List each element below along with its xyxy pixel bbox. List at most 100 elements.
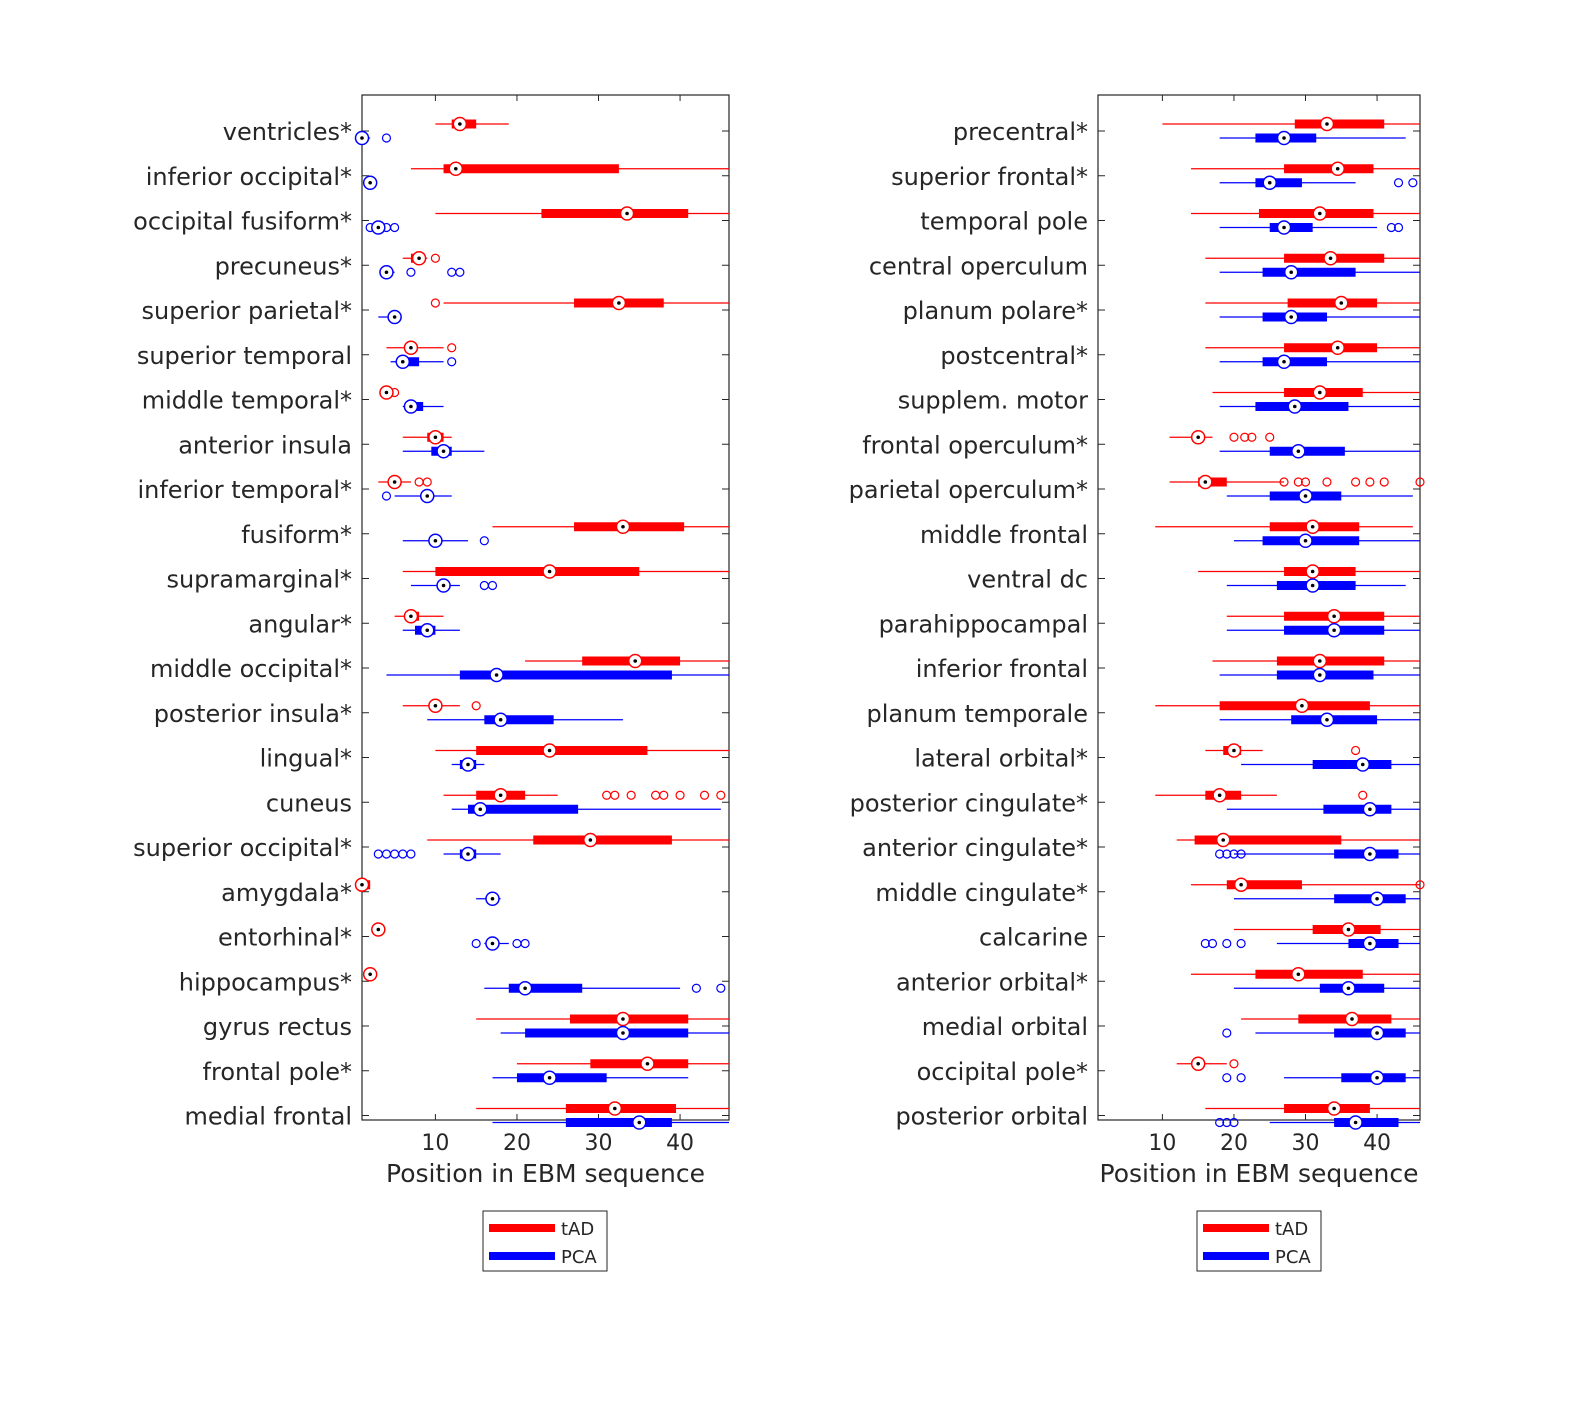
tad-iqr-box [590,1059,689,1069]
region-label: superior parietal* [142,297,352,325]
pca-median-dot [1282,225,1286,230]
legend-label-pca: PCA [561,1247,597,1268]
region-label: temporal pole [920,208,1088,236]
tad-median-dot [376,927,381,932]
pca-iqr-box [484,715,554,725]
tad-median-dot [1296,972,1301,977]
tad-median-dot [384,390,389,395]
pca-median-dot [547,1075,552,1080]
tad-median-dot [588,838,593,842]
pca-outlier [1393,222,1404,233]
tad-median-dot [1300,703,1304,708]
region-label: inferior frontal [916,655,1088,683]
pca-outlier [512,938,522,949]
tad-outlier [1279,477,1289,487]
tad-median-dot [617,301,621,305]
region-label: superior frontal* [891,163,1088,191]
pca-outlier [447,267,457,277]
tad-outlier [1229,432,1239,442]
pca-median-dot [1303,494,1308,498]
region-label: posterior insula* [154,700,352,728]
tad-median-dot [1346,927,1351,932]
x-axis-label: Position in EBM sequence [1100,1159,1419,1188]
region-label: superior occipital* [133,834,352,862]
legend-box [482,1210,608,1272]
pca-outlier [691,983,701,993]
pca-iqr-box [565,1118,672,1127]
tad-outlier [1415,880,1425,890]
legend-label-tad: tAD [1275,1219,1308,1240]
pca-outlier [1215,849,1225,859]
region-label: planum temporale [866,700,1088,728]
tad-outlier [1322,477,1332,487]
tad-outlier [422,477,432,487]
region-label: parahippocampal [879,610,1088,638]
tad-median-dot [1310,569,1315,574]
pca-outlier [520,938,530,949]
pca-median-dot [1296,449,1301,454]
tad-iqr-box [1194,835,1342,845]
pca-iqr-box [1262,357,1327,367]
region-label: posterior orbital [895,1103,1088,1131]
tad-iqr-box [443,164,619,174]
tad-median-dot [1328,256,1333,261]
region-label: superior temporal [137,342,352,370]
pca-median-dot [1375,1075,1379,1080]
tad-outlier [447,343,457,353]
tad-iqr-box [541,209,689,218]
region-label: middle occipital* [150,655,352,683]
pca-median-dot [1267,180,1272,185]
pca-median-dot [376,225,381,230]
pca-median-dot [1292,404,1297,409]
pca-median-dot [1332,628,1336,633]
pca-median-dot [466,762,470,767]
pca-median-dot [494,673,499,677]
x-tick-label: 20 [1220,1131,1248,1156]
tad-median-dot [1339,301,1344,305]
tad-outlier [650,790,661,800]
tad-median-dot [1325,122,1329,126]
tad-median-dot [458,122,462,126]
pca-median-dot [433,538,438,543]
region-label: inferior temporal* [137,476,352,504]
region-label: central operculum [869,252,1088,280]
pca-median-dot [1303,538,1308,543]
tad-median-dot [1318,211,1322,216]
pca-outlier [479,580,489,591]
pca-median-dot [1310,583,1315,588]
region-label: middle cingulate* [875,879,1088,907]
region-label: hippocampus* [179,968,352,996]
region-label: anterior insula [178,431,352,459]
pca-median-dot [1375,1031,1379,1035]
pca-median-dot [368,180,372,185]
tad-median-dot [433,703,438,708]
pca-median-dot [425,628,430,633]
tad-outlier [1265,432,1275,442]
region-label: occipital fusiform* [133,208,352,236]
pca-outlier [1386,222,1396,233]
x-tick-label: 20 [503,1131,531,1156]
pca-outlier [455,267,465,277]
pca-iqr-box [508,983,583,993]
tad-median-dot [1318,659,1322,663]
pca-outlier [1222,1117,1232,1128]
left-boxplot-panel: 10 20 30 40 Position in EBM sequence ventricl… [133,94,730,1272]
pca-median-dot [1289,315,1293,319]
x-tick-label: 10 [1148,1131,1176,1156]
tad-median-dot [1318,390,1322,395]
region-label: lateral orbital* [914,745,1088,773]
tad-median-dot [1217,793,1222,798]
tad-iqr-box [1276,656,1385,666]
pca-iqr-box [1312,760,1392,769]
tad-median-dot [1232,748,1236,753]
legend-box [1196,1210,1322,1272]
tad-outlier [675,790,685,800]
tad-outlier [716,790,726,800]
pca-median-dot [384,270,389,275]
region-label: entorhinal* [218,924,352,952]
pca-iqr-box [1269,446,1345,456]
region-label: supplem. motor [898,387,1088,415]
tad-median-dot [1332,1106,1336,1111]
legend-label-pca: PCA [1275,1247,1311,1268]
region-label: angular* [248,610,352,638]
